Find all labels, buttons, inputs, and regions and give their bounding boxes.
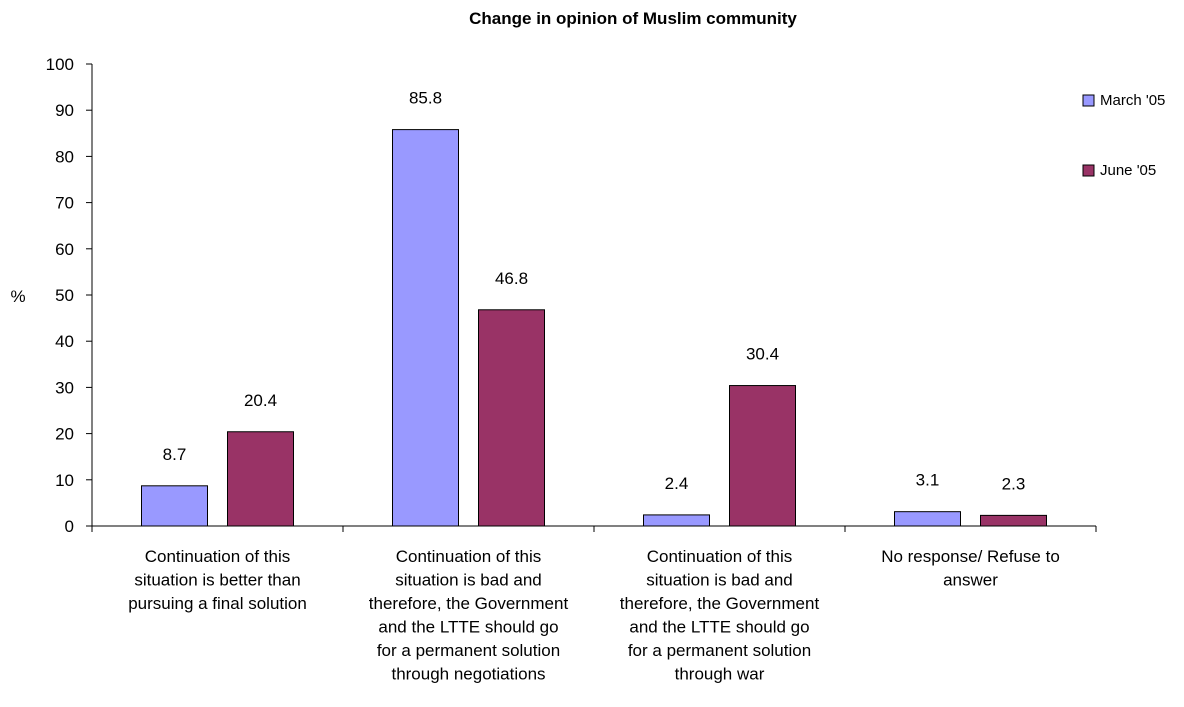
bar: [894, 511, 961, 527]
category-label: Continuation of this situation is bad and…: [369, 547, 569, 684]
bar: [478, 309, 545, 527]
legend-label: March '05: [1100, 92, 1165, 109]
data-label: 2.4: [665, 474, 689, 493]
y-tick-label: 50: [55, 286, 74, 305]
axes: 0 10 20 30 40 50 60 70 80 90 100: [46, 55, 1097, 536]
data-label: 46.8: [495, 269, 528, 288]
bar: [643, 514, 710, 527]
y-axis-label: %: [10, 287, 25, 306]
y-tick-label: 20: [55, 425, 74, 444]
bar: [141, 485, 208, 527]
category-label: Continuation of this situation is bad and…: [620, 547, 820, 684]
y-tick-label: 70: [55, 194, 74, 213]
y-tick-label: 40: [55, 332, 74, 351]
legend-swatch: [1082, 164, 1095, 177]
y-tick-label: 60: [55, 240, 74, 259]
category-labels: Continuation of this situation is better …: [128, 547, 1060, 684]
category-label: No response/ Refuse to answer: [881, 547, 1060, 590]
data-label: 8.7: [163, 445, 187, 464]
data-label: 2.3: [1002, 474, 1026, 493]
y-tick-label: 10: [55, 471, 74, 490]
data-label: 30.4: [746, 345, 779, 364]
category-label: Continuation of this situation is better …: [128, 547, 307, 613]
bars: [141, 129, 1047, 527]
data-label: 20.4: [244, 391, 277, 410]
bar: [729, 385, 796, 527]
data-label: 3.1: [916, 471, 940, 490]
chart-title: Change in opinion of Muslim community: [469, 9, 797, 28]
y-tick-label: 80: [55, 147, 74, 166]
legend-swatch: [1082, 94, 1095, 107]
bar: [980, 514, 1047, 527]
bar: [392, 129, 459, 527]
legend: March '05 June '05: [1082, 92, 1165, 179]
y-tick-label: 100: [46, 55, 74, 74]
y-tick-label: 0: [65, 517, 74, 536]
bar: [227, 431, 294, 527]
data-labels: 8.7 20.4 85.8 46.8 2.4 30.4 3.1 2.3: [163, 89, 1026, 494]
legend-label: June '05: [1100, 162, 1156, 179]
y-tick-label: 90: [55, 101, 74, 120]
y-tick-label: 30: [55, 378, 74, 397]
data-label: 85.8: [409, 89, 442, 108]
